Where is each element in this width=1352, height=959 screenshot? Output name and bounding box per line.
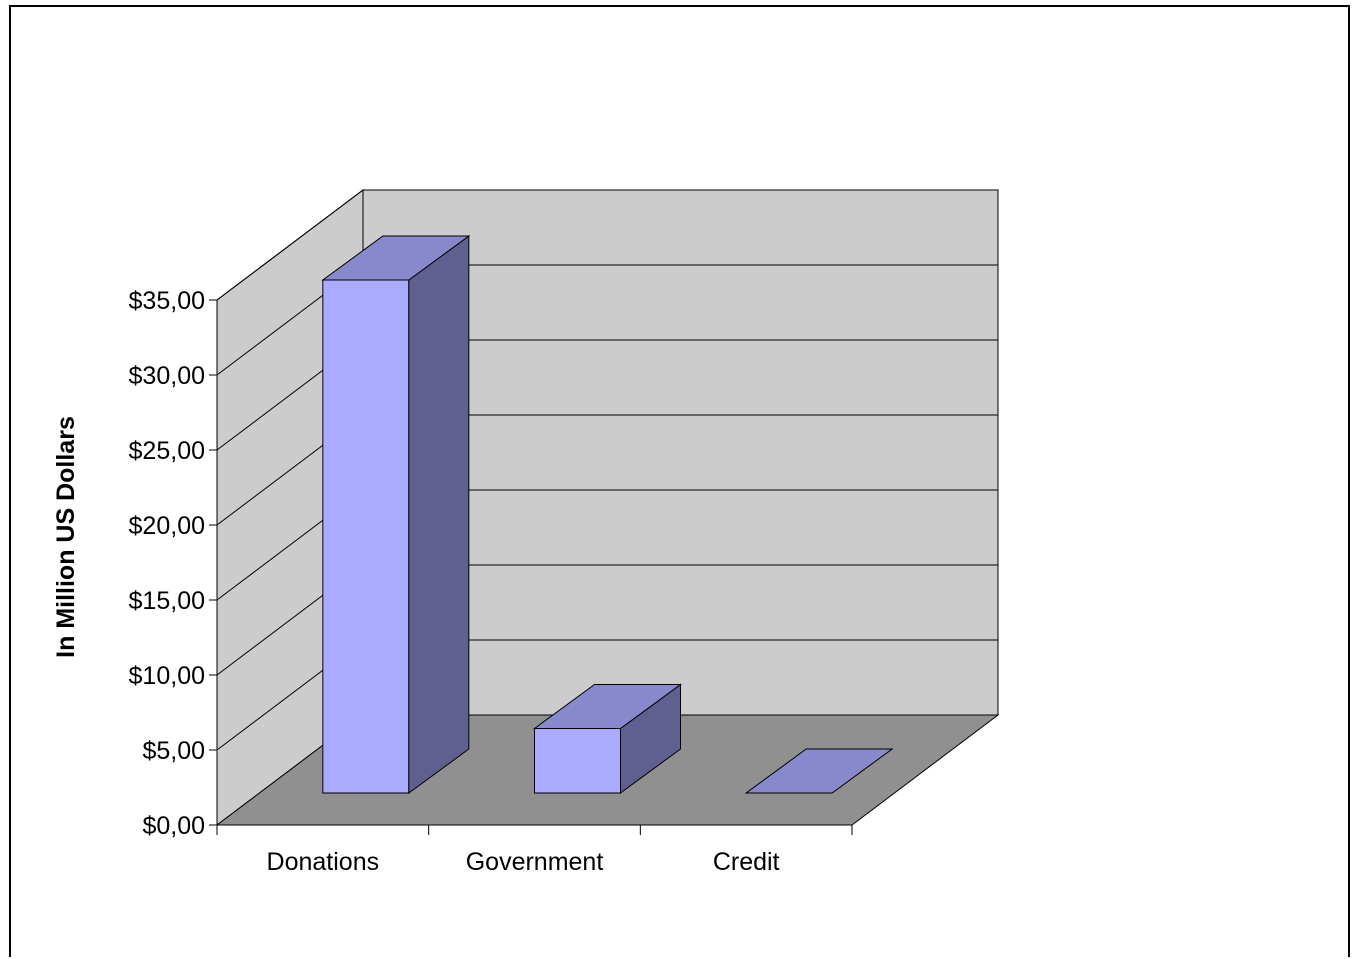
y-tick-label: $0,00 <box>142 812 205 840</box>
y-tick-label: $20,00 <box>129 512 205 540</box>
x-category-label: Donations <box>267 848 380 876</box>
y-tick-label: $35,00 <box>129 287 205 315</box>
x-category-label: Credit <box>713 848 780 876</box>
bar-side <box>409 236 469 793</box>
x-category-label: Government <box>466 848 604 876</box>
bar-chart-3d: $0,00 $5,00 $10,00 $15,00 $20,00 $25,00 $30,00… <box>11 7 1350 959</box>
y-axis-title: In Million US Dollars <box>52 416 80 658</box>
y-tick-label: $10,00 <box>129 662 205 690</box>
y-tick-label: $5,00 <box>142 737 205 765</box>
bar-front <box>535 729 621 794</box>
y-tick-label: $15,00 <box>129 587 205 615</box>
y-tick-label: $30,00 <box>129 362 205 390</box>
chart-frame: $0,00 $5,00 $10,00 $15,00 $20,00 $25,00 $30,00… <box>9 5 1350 957</box>
bar-front <box>323 280 409 793</box>
y-tick-label: $25,00 <box>129 437 205 465</box>
bar-donations <box>323 236 469 793</box>
